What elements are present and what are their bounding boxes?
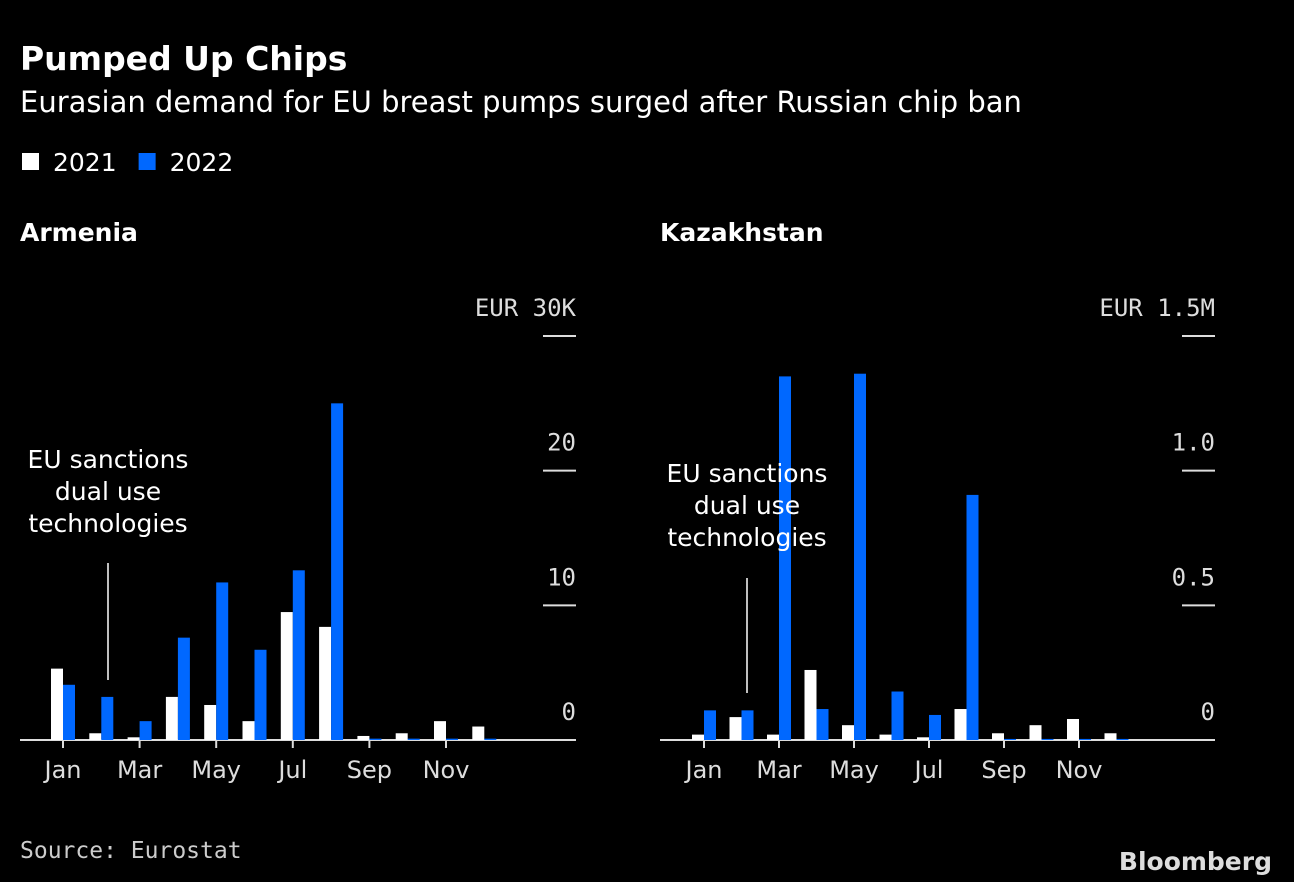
bar [1079,738,1091,740]
y-tick-label: EUR 1.5M [1099,294,1215,322]
x-tick-label: Mar [117,756,162,784]
bar [446,738,458,740]
bar [741,710,754,740]
annotation: EU sanctions [667,459,828,488]
bar [254,649,267,740]
legend-label: 2021 [53,148,117,177]
y-tick-label: 0 [562,698,576,726]
bar [729,717,742,740]
panel-title: Kazakhstan [660,218,824,247]
bar [434,721,446,740]
bar [1104,733,1117,740]
x-tick-label: May [191,756,241,784]
x-tick-label: Jan [684,756,723,784]
bar [407,738,420,740]
bar [1004,738,1016,740]
bar [484,738,497,740]
bar [816,709,829,740]
legend-swatch [138,153,156,170]
x-tick-label: Jan [43,756,82,784]
bar [1041,738,1054,740]
bar [779,376,791,740]
y-tick-label: 0.5 [1172,563,1215,591]
bar [692,734,704,740]
y-tick-label: 1.0 [1172,429,1215,457]
y-tick-label: 0 [1201,698,1215,726]
bar [216,582,229,740]
bar [292,570,305,740]
bar [842,725,854,740]
bar [242,721,255,740]
brand-logo: Bloomberg [1119,847,1272,876]
x-tick-label: Mar [756,756,801,784]
panel-title: Armenia [20,218,138,247]
x-tick-label: Jul [276,756,307,784]
bar [804,669,817,740]
bar [1067,718,1079,740]
x-tick-label: May [829,756,879,784]
chart-subtitle: Eurasian demand for EU breast pumps surg… [20,85,1022,119]
bar [966,494,979,740]
bar [280,612,293,740]
annotation: dual use [694,491,800,520]
y-tick-label: 20 [547,429,576,457]
bar [139,721,152,740]
bar [89,733,102,740]
bar [177,637,190,740]
bar [767,734,779,740]
x-tick-label: Nov [423,756,470,784]
bar [165,696,178,740]
x-tick-label: Nov [1056,756,1103,784]
bar [101,696,114,740]
legend-swatch [22,153,39,170]
bar [929,714,941,740]
bar [395,733,408,740]
annotation: EU sanctions [28,445,189,474]
legend-label: 2022 [170,148,234,177]
bar [51,668,63,740]
x-tick-label: Sep [981,756,1026,784]
x-tick-label: Sep [347,756,392,784]
bar [992,733,1004,740]
annotation: dual use [55,477,161,506]
bar [319,626,332,740]
bar [891,691,904,740]
y-tick-label: EUR 30K [475,294,577,322]
bar [1029,725,1042,740]
bar [954,709,967,740]
bar [879,734,892,740]
bar [917,737,929,740]
bar [127,737,140,740]
bar [704,710,716,740]
annotation: technologies [28,509,187,538]
chart-title: Pumped Up Chips [20,39,347,78]
bar [369,738,382,740]
bar [331,403,344,740]
bar [1116,738,1129,740]
x-tick-label: Jul [913,756,944,784]
annotation: technologies [667,523,826,552]
bar [357,735,370,740]
bar [63,684,75,740]
bar [854,373,866,740]
bar [204,704,217,740]
y-tick-label: 10 [547,563,576,591]
bar [472,726,485,740]
source: Source: Eurostat [20,838,242,864]
